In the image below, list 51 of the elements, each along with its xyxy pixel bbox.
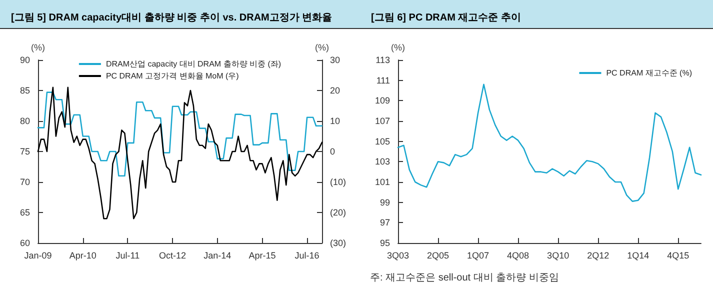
y-tick-label: 90 [20,55,30,65]
y-tick-label: 99 [380,197,390,208]
x-tick-label: Oct-12 [159,250,186,260]
x-tick-label: 1Q07 [467,250,490,260]
x-tick-label: 1Q14 [627,250,650,260]
y2-tick-label: 0 [330,146,336,156]
y-tick-label: 60 [20,238,30,248]
x-tick-label: Apr-10 [69,250,96,260]
y-tick-label: 105 [374,136,390,146]
y2-tick-label: (10) [330,177,346,187]
x-tick-label: 4Q08 [507,250,530,260]
y-tick-label: 109 [374,96,390,106]
y2-tick-label: 30 [330,55,340,65]
legend-label: DRAM산업 capacity 대비 DRAM 출하량 비중 (좌) [106,60,282,68]
y-tick-label: 101 [374,177,390,187]
legend-label: PC DRAM 고정가격 변화율 MoM (우) [106,72,240,80]
x-tick-label: Jan-14 [204,250,232,260]
x-tick-label: 2Q12 [587,250,610,260]
y2-tick-label: (20) [330,208,346,218]
y2-tick-label: 10 [330,116,340,126]
y-tick-label: 107 [374,116,390,126]
x-tick-label: 4Q15 [667,250,690,260]
y-tick-label: 65 [20,208,30,218]
y-tick-label: 103 [374,156,390,167]
line-series [37,86,323,220]
y-tick-label: 85 [20,86,30,96]
y-tick-label: 70 [20,177,30,187]
text: 주: 재고수준은 sell-out 대비 출하량 비중임 [370,272,559,284]
y2-axis-title: (%) [315,42,329,52]
y2-tick-label: 20 [330,86,340,96]
x-tick-label: Jan-09 [24,250,52,260]
y2-tick-label: (30) [330,238,346,248]
chart-title: [그림 5] DRAM capacity대비 출하량 비중 추이 vs. DRAM고정가 변화율 [11,12,332,24]
legend-label: PC DRAM 재고수준 (%) [606,68,692,78]
line-series [37,92,323,177]
line-series [397,84,702,202]
y-tick-label: 113 [376,55,390,65]
y-axis-title: (%) [31,42,45,52]
y-tick-label: 111 [376,75,390,86]
y-axis-title: (%) [391,42,405,52]
x-tick-label: 3Q10 [547,250,570,260]
x-tick-label: Jul-11 [116,250,140,260]
y-tick-label: 80 [20,116,30,126]
x-tick-label: 3Q03 [386,250,410,260]
y-tick-label: 95 [380,238,390,248]
x-tick-label: Jul-16 [294,250,320,260]
y-tick-label: 97 [380,218,390,228]
x-tick-label: 2Q05 [427,250,450,260]
chart-title: [그림 6] PC DRAM 재고수준 추이 [371,12,521,24]
y-tick-label: 75 [20,146,30,156]
x-tick-label: Apr-15 [248,250,276,260]
